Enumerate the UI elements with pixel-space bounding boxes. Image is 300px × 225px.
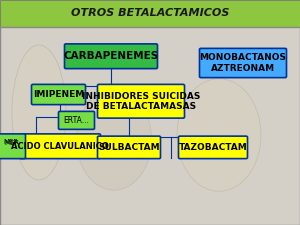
FancyBboxPatch shape [32,84,86,105]
Text: IMIPENEM: IMIPENEM [33,90,84,99]
Text: MER: MER [4,140,20,146]
Text: OTROS BETALACTAMICOS: OTROS BETALACTAMICOS [71,9,229,18]
FancyBboxPatch shape [178,136,248,159]
FancyBboxPatch shape [98,136,160,159]
FancyBboxPatch shape [200,48,286,78]
Text: INHIBIDORES SUICIDAS
DE BETALACTAMASAS: INHIBIDORES SUICIDAS DE BETALACTAMASAS [82,92,200,111]
Text: ACIDO CLAVULANICO: ACIDO CLAVULANICO [11,142,109,151]
FancyBboxPatch shape [0,134,26,159]
FancyBboxPatch shape [58,111,94,129]
Ellipse shape [76,89,152,190]
Text: MONOBACTANOS
AZTREONAM: MONOBACTANOS AZTREONAM [200,53,286,73]
Text: MER: MER [3,139,18,145]
FancyBboxPatch shape [20,134,100,159]
Text: CARBAPENEMES: CARBAPENEMES [63,51,159,61]
Text: SULBACTAM: SULBACTAM [98,143,160,152]
Bar [0,0,300,27]
Ellipse shape [12,45,66,180]
FancyBboxPatch shape [2,134,20,150]
FancyBboxPatch shape [98,84,184,118]
Text: ERTA...: ERTA... [64,116,89,125]
FancyBboxPatch shape [64,44,158,69]
Text: TAZOBACTAM: TAZOBACTAM [178,143,248,152]
Bar [0,27,300,225]
Ellipse shape [177,79,261,191]
